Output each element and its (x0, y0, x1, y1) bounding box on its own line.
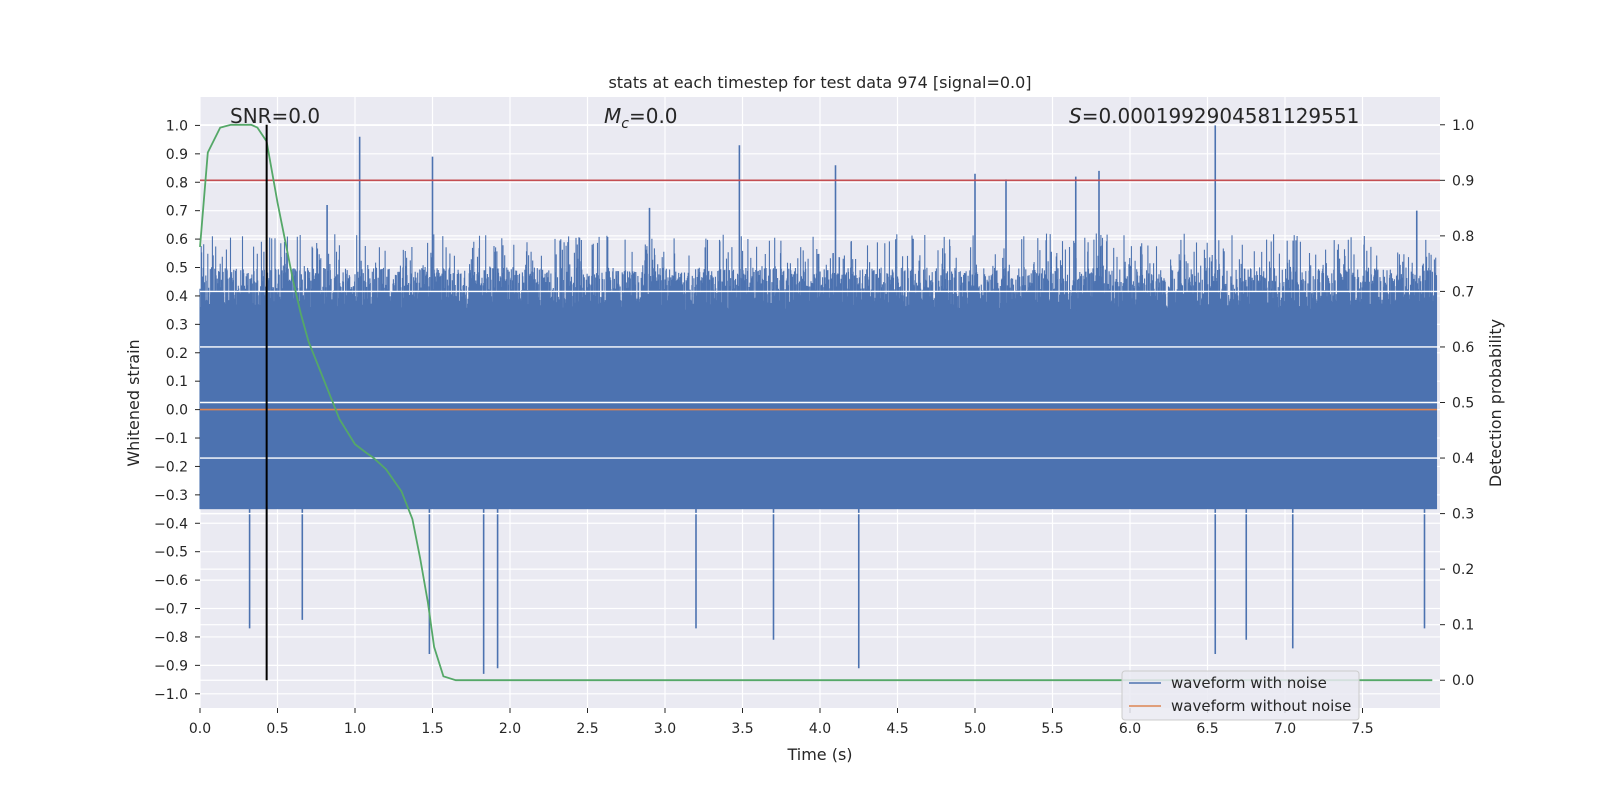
x-tick-label: 2.5 (576, 721, 598, 737)
y-left-tick-label: 0.2 (166, 346, 188, 362)
s-annotation: S=0.0001992904581129551 (1069, 104, 1359, 128)
y-right-tick-label: 0.7 (1452, 284, 1474, 300)
x-tick-label: 6.5 (1196, 721, 1218, 737)
annotation-mc: Mc=0.0 (604, 104, 678, 132)
legend-label-noise: waveform with noise (1171, 674, 1327, 692)
s-symbol: S (1069, 104, 1082, 128)
y-left-tick-label: −0.4 (154, 516, 188, 532)
x-tick-label: 4.5 (886, 721, 908, 737)
y-left-tick-label: −1.0 (154, 687, 188, 703)
y-left-tick-label: 0.5 (166, 261, 188, 277)
mc-symbol: M (604, 104, 621, 128)
x-tick-label: 1.5 (421, 721, 443, 737)
annotation-snr: SNR=0.0 (230, 104, 320, 128)
x-tick-label: 2.0 (499, 721, 521, 737)
legend: waveform with noise waveform without noi… (1121, 670, 1360, 721)
y-left-tick-label: −0.2 (154, 459, 188, 475)
y-left-tick-label: 0.7 (166, 204, 188, 220)
y-left-axis-ticks: 1.0 0.9 0.8 0.7 0.6 0.5 0.4 0.3 0.2 0.1 0.0 −0.1 −0.… (154, 118, 200, 703)
overlay-series (199, 123, 1440, 682)
y-left-tick-label: 1.0 (166, 118, 188, 134)
y-right-tick-label: 0.4 (1452, 451, 1474, 467)
y-left-tick-label: 0.8 (166, 175, 188, 191)
mc-value: =0.0 (629, 104, 678, 128)
x-tick-label: 5.0 (964, 721, 986, 737)
y-left-tick-label: −0.9 (154, 658, 188, 674)
y-left-tick-label: −0.5 (154, 545, 188, 561)
y-left-tick-label: 0.9 (166, 147, 188, 163)
s-value: =0.0001992904581129551 (1082, 104, 1360, 128)
x-tick-label: 5.5 (1041, 721, 1063, 737)
x-tick-label: 3.5 (731, 721, 753, 737)
x-axis-title: Time (s) (786, 745, 852, 764)
y-right-tick-label: 0.5 (1452, 396, 1474, 412)
x-tick-label: 1.0 (344, 721, 366, 737)
y-right-tick-label: 1.0 (1452, 118, 1474, 134)
y-left-tick-label: −0.8 (154, 630, 188, 646)
mc-annotation: Mc=0.0 (604, 104, 678, 132)
x-tick-label: 7.5 (1351, 721, 1373, 737)
legend-label-clean: waveform without noise (1171, 697, 1351, 715)
x-tick-label: 4.0 (809, 721, 831, 737)
y-right-tick-label: 0.6 (1452, 340, 1474, 356)
y-right-tick-label: 0.1 (1452, 618, 1474, 634)
legend-box (1121, 670, 1360, 721)
chart-title: stats at each timestep for test data 974… (608, 73, 1031, 92)
x-axis-ticks: 0.0 0.5 1.0 1.5 2.0 2.5 3.0 3.5 4.0 4.5 5.0 5.5 6.0 6… (189, 708, 1374, 737)
y-left-tick-label: 0.6 (166, 232, 188, 248)
y-left-tick-label: −0.3 (154, 488, 188, 504)
snr-annotation: SNR=0.0 (230, 104, 320, 128)
detection-probability-line (199, 123, 1433, 682)
x-tick-label: 0.0 (189, 721, 211, 737)
y-right-tick-label: 0.2 (1452, 562, 1474, 578)
y-right-axis-title: Detection probability (1486, 319, 1505, 487)
y-left-tick-label: 0.3 (166, 317, 188, 333)
x-tick-label: 6.0 (1119, 721, 1141, 737)
x-tick-label: 0.5 (266, 721, 288, 737)
x-tick-label: 3.0 (654, 721, 676, 737)
y-left-tick-label: −0.7 (154, 602, 188, 618)
y-left-axis-title: Whitened strain (124, 339, 143, 466)
y-right-tick-label: 0.8 (1452, 229, 1474, 245)
annotation-s: S=0.0001992904581129551 (1069, 104, 1359, 128)
y-left-tick-label: 0.0 (166, 403, 188, 419)
y-left-tick-label: −0.6 (154, 573, 188, 589)
y-right-tick-label: 0.9 (1452, 173, 1474, 189)
mc-subscript: c (621, 116, 629, 132)
y-left-tick-label: 0.1 (166, 374, 188, 390)
x-tick-label: 7.0 (1274, 721, 1296, 737)
y-left-tick-label: −0.1 (154, 431, 188, 447)
y-right-tick-label: 0.3 (1452, 507, 1474, 523)
y-right-axis-ticks: 1.0 0.9 0.8 0.7 0.6 0.5 0.4 0.3 0.2 0.1 0.0 (1440, 118, 1474, 689)
y-left-tick-label: 0.4 (166, 289, 188, 305)
y-right-tick-label: 0.0 (1452, 673, 1474, 689)
